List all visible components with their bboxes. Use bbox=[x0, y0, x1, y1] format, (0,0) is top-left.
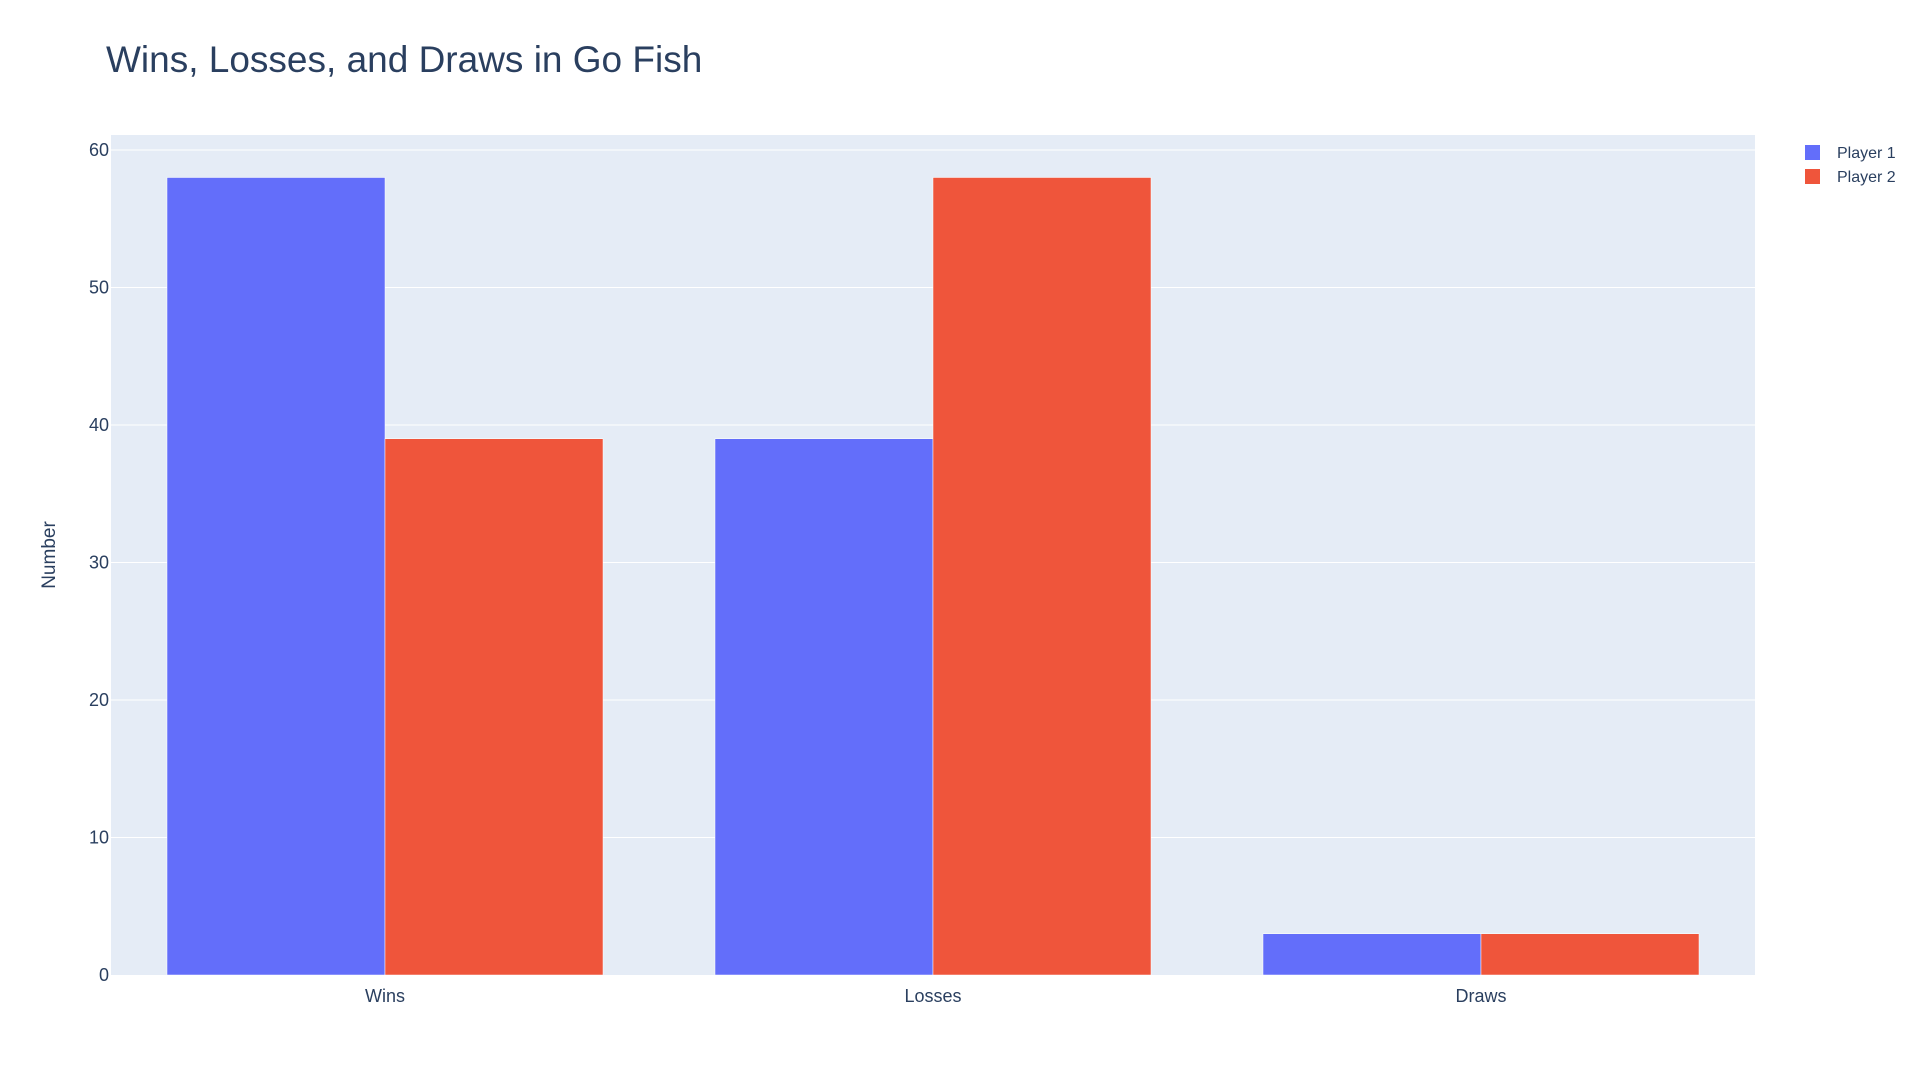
bars bbox=[166, 177, 1700, 976]
y-tick-label: 10 bbox=[89, 828, 109, 848]
y-tick-label: 0 bbox=[99, 965, 109, 985]
y-tick-label: 40 bbox=[89, 415, 109, 435]
bar-player-2-losses bbox=[932, 177, 1152, 976]
x-axis-ticks: Wins Losses Draws bbox=[365, 986, 1507, 1006]
legend-swatch bbox=[1805, 169, 1820, 184]
bar-player-2-wins bbox=[384, 438, 604, 976]
x-tick-label: Draws bbox=[1455, 986, 1506, 1006]
bar-player-1-wins bbox=[166, 177, 386, 976]
bar-player-1-losses bbox=[714, 438, 934, 976]
y-tick-label: 50 bbox=[89, 278, 109, 298]
legend: Player 1 Player 2 bbox=[1805, 145, 1896, 186]
x-tick-label: Wins bbox=[365, 986, 405, 1006]
y-tick-label: 30 bbox=[89, 553, 109, 573]
legend-label: Player 2 bbox=[1837, 169, 1896, 186]
y-axis-ticks: 0 10 20 30 40 50 60 bbox=[89, 140, 109, 985]
y-tick-label: 20 bbox=[89, 690, 109, 710]
chart-title: Wins, Losses, and Draws in Go Fish bbox=[106, 39, 702, 80]
bar-player-1-draws bbox=[1262, 933, 1482, 976]
legend-swatch bbox=[1805, 145, 1820, 160]
x-tick-label: Losses bbox=[904, 986, 961, 1006]
y-axis-label: Number bbox=[39, 521, 60, 589]
y-tick-label: 60 bbox=[89, 140, 109, 160]
bar-player-2-draws bbox=[1480, 933, 1700, 976]
legend-label: Player 1 bbox=[1837, 145, 1896, 162]
